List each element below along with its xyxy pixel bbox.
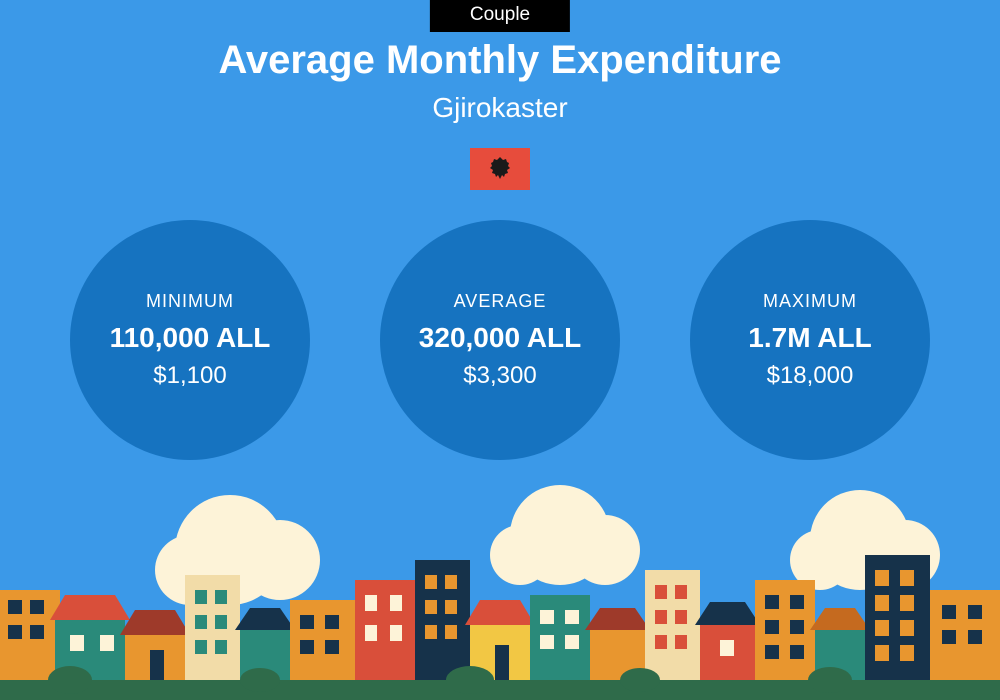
tab-couple[interactable]: Couple [430, 0, 570, 32]
stat-value-local: 320,000 ALL [419, 322, 581, 354]
page-subtitle: Gjirokaster [0, 92, 1000, 124]
stat-minimum: MINIMUM 110,000 ALL $1,100 [70, 220, 310, 460]
stat-label: MAXIMUM [763, 291, 857, 312]
stat-label: MINIMUM [146, 291, 234, 312]
stat-value-usd: $3,300 [463, 362, 536, 390]
infographic-canvas: Couple Average Monthly Expenditure Gjiro… [0, 0, 1000, 700]
stat-value-usd: $1,100 [153, 362, 226, 390]
stat-average: AVERAGE 320,000 ALL $3,300 [380, 220, 620, 460]
stat-value-local: 110,000 ALL [110, 322, 271, 354]
page-title: Average Monthly Expenditure [0, 38, 1000, 83]
stats-row: MINIMUM 110,000 ALL $1,100 AVERAGE 320,0… [0, 220, 1000, 460]
flag-albania [470, 148, 530, 190]
stat-value-local: 1.7M ALL [748, 322, 871, 354]
eagle-icon [484, 153, 516, 185]
cityscape-illustration [0, 480, 1000, 700]
stat-value-usd: $18,000 [767, 362, 854, 390]
stat-label: AVERAGE [454, 291, 547, 312]
stat-maximum: MAXIMUM 1.7M ALL $18,000 [690, 220, 930, 460]
